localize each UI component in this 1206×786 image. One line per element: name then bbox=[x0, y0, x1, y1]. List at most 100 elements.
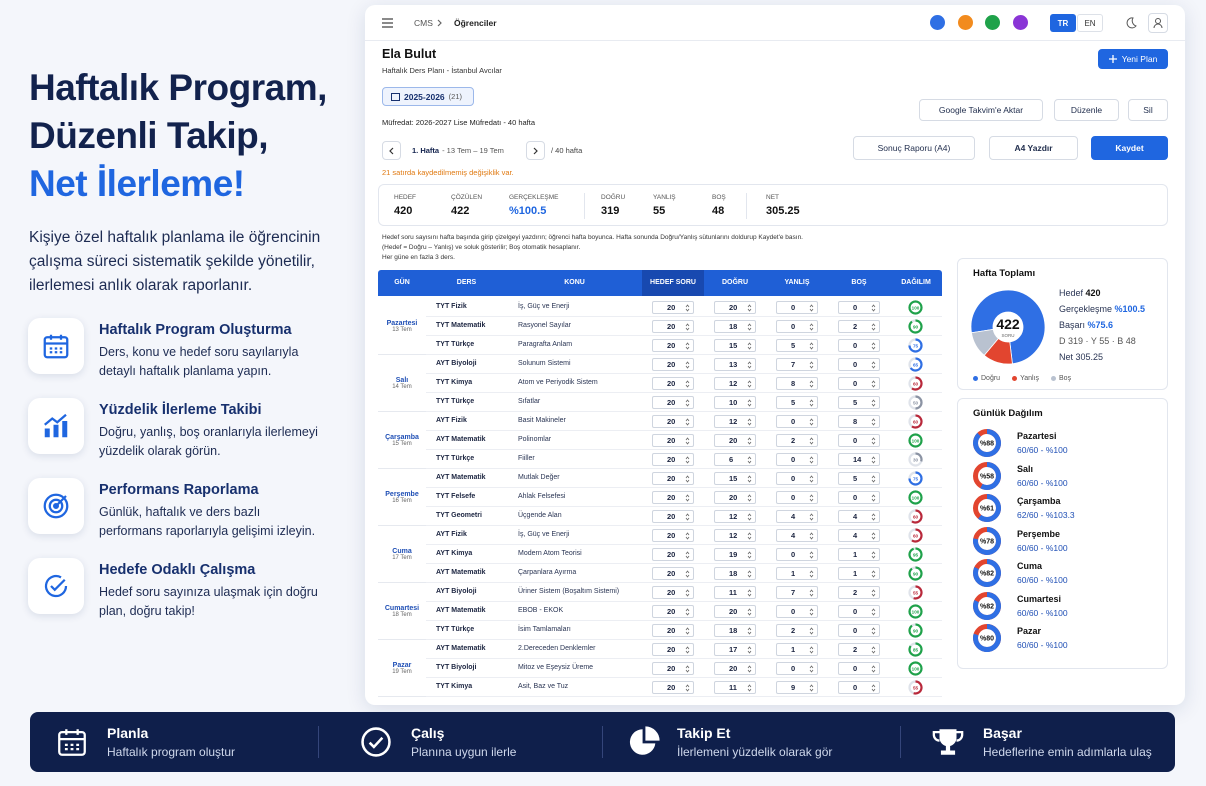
number-input[interactable]: 11 bbox=[714, 681, 756, 694]
number-input[interactable]: 20 bbox=[652, 453, 694, 466]
number-input[interactable]: 20 bbox=[714, 605, 756, 618]
number-input[interactable]: 2 bbox=[776, 624, 818, 637]
number-input[interactable]: 20 bbox=[652, 339, 694, 352]
number-input[interactable]: 20 bbox=[652, 624, 694, 637]
number-input[interactable]: 0 bbox=[838, 681, 880, 694]
number-input[interactable]: 5 bbox=[776, 396, 818, 409]
number-input[interactable]: 20 bbox=[714, 301, 756, 314]
theme-dot[interactable] bbox=[957, 15, 973, 30]
number-input[interactable]: 20 bbox=[714, 491, 756, 504]
number-input[interactable]: 20 bbox=[652, 377, 694, 390]
language-button[interactable]: TR bbox=[1050, 14, 1076, 32]
number-input[interactable]: 0 bbox=[776, 472, 818, 485]
number-input[interactable]: 20 bbox=[652, 567, 694, 580]
number-input[interactable]: 20 bbox=[652, 643, 694, 656]
number-input[interactable]: 6 bbox=[714, 453, 756, 466]
number-input[interactable]: 20 bbox=[652, 529, 694, 542]
number-input[interactable]: 2 bbox=[838, 320, 880, 333]
menu-icon[interactable] bbox=[382, 18, 393, 28]
number-input[interactable]: 0 bbox=[776, 491, 818, 504]
next-week[interactable] bbox=[526, 141, 545, 160]
number-input[interactable]: 20 bbox=[652, 491, 694, 504]
number-input[interactable]: 12 bbox=[714, 415, 756, 428]
action-button[interactable]: Google Takvim'e Aktar bbox=[919, 99, 1043, 121]
number-input[interactable]: 8 bbox=[776, 377, 818, 390]
number-input[interactable]: 17 bbox=[714, 643, 756, 656]
year-chip[interactable]: 2025-2026 (21) bbox=[382, 87, 474, 106]
number-input[interactable]: 20 bbox=[652, 472, 694, 485]
number-input[interactable]: 0 bbox=[776, 415, 818, 428]
number-input[interactable]: 0 bbox=[838, 377, 880, 390]
number-input[interactable]: 0 bbox=[776, 605, 818, 618]
number-input[interactable]: 10 bbox=[714, 396, 756, 409]
number-input[interactable]: 7 bbox=[776, 358, 818, 371]
number-input[interactable]: 20 bbox=[652, 301, 694, 314]
report-button[interactable]: Sonuç Raporu (A4) bbox=[853, 136, 975, 160]
number-input[interactable]: 0 bbox=[838, 491, 880, 504]
number-input[interactable]: 8 bbox=[838, 415, 880, 428]
number-input[interactable]: 15 bbox=[714, 472, 756, 485]
number-input[interactable]: 20 bbox=[652, 605, 694, 618]
number-input[interactable]: 1 bbox=[776, 643, 818, 656]
theme-toggle[interactable] bbox=[1124, 16, 1138, 30]
number-input[interactable]: 18 bbox=[714, 624, 756, 637]
number-input[interactable]: 20 bbox=[714, 662, 756, 675]
number-input[interactable]: 0 bbox=[838, 624, 880, 637]
number-input[interactable]: 20 bbox=[652, 320, 694, 333]
number-input[interactable]: 20 bbox=[714, 434, 756, 447]
number-input[interactable]: 0 bbox=[838, 662, 880, 675]
number-input[interactable]: 12 bbox=[714, 377, 756, 390]
number-input[interactable]: 7 bbox=[776, 586, 818, 599]
number-input[interactable]: 20 bbox=[652, 396, 694, 409]
number-input[interactable]: 0 bbox=[838, 358, 880, 371]
number-input[interactable]: 13 bbox=[714, 358, 756, 371]
number-input[interactable]: 2 bbox=[838, 586, 880, 599]
number-input[interactable]: 20 bbox=[652, 358, 694, 371]
theme-dot[interactable] bbox=[985, 15, 1000, 30]
action-button[interactable]: Düzenle bbox=[1054, 99, 1119, 121]
number-input[interactable]: 1 bbox=[838, 567, 880, 580]
number-input[interactable]: 5 bbox=[776, 339, 818, 352]
number-input[interactable]: 0 bbox=[838, 339, 880, 352]
number-input[interactable]: 20 bbox=[652, 415, 694, 428]
number-input[interactable]: 18 bbox=[714, 320, 756, 333]
number-input[interactable]: 1 bbox=[776, 567, 818, 580]
number-input[interactable]: 0 bbox=[838, 301, 880, 314]
theme-dot[interactable] bbox=[1012, 15, 1028, 30]
number-input[interactable]: 11 bbox=[714, 586, 756, 599]
theme-dot[interactable] bbox=[930, 15, 945, 30]
number-input[interactable]: 12 bbox=[714, 529, 756, 542]
language-button[interactable]: EN bbox=[1077, 14, 1103, 32]
number-input[interactable]: 0 bbox=[776, 662, 818, 675]
number-input[interactable]: 20 bbox=[652, 662, 694, 675]
number-input[interactable]: 0 bbox=[776, 453, 818, 466]
number-input[interactable]: 20 bbox=[652, 681, 694, 694]
user-button[interactable] bbox=[1148, 13, 1168, 33]
prev-week[interactable] bbox=[382, 141, 401, 160]
number-input[interactable]: 20 bbox=[652, 586, 694, 599]
week-selector[interactable]: 1. Hafta - 13 Tem – 19 Tem bbox=[407, 141, 520, 160]
number-input[interactable]: 4 bbox=[776, 529, 818, 542]
number-input[interactable]: 18 bbox=[714, 567, 756, 580]
number-input[interactable]: 2 bbox=[838, 643, 880, 656]
new-plan-button[interactable]: Yeni Plan bbox=[1098, 49, 1168, 69]
number-input[interactable]: 12 bbox=[714, 510, 756, 523]
number-input[interactable]: 5 bbox=[838, 396, 880, 409]
number-input[interactable]: 4 bbox=[776, 510, 818, 523]
number-input[interactable]: 15 bbox=[714, 339, 756, 352]
number-input[interactable]: 20 bbox=[652, 434, 694, 447]
number-input[interactable]: 20 bbox=[652, 510, 694, 523]
number-input[interactable]: 0 bbox=[838, 434, 880, 447]
number-input[interactable]: 5 bbox=[838, 472, 880, 485]
number-input[interactable]: 14 bbox=[838, 453, 880, 466]
number-input[interactable]: 0 bbox=[776, 548, 818, 561]
number-input[interactable]: 9 bbox=[776, 681, 818, 694]
number-input[interactable]: 4 bbox=[838, 529, 880, 542]
breadcrumb-root[interactable]: CMS bbox=[414, 18, 433, 28]
number-input[interactable]: 0 bbox=[776, 320, 818, 333]
action-button[interactable]: Sil bbox=[1128, 99, 1168, 121]
number-input[interactable]: 19 bbox=[714, 548, 756, 561]
number-input[interactable]: 20 bbox=[652, 548, 694, 561]
number-input[interactable]: 0 bbox=[838, 605, 880, 618]
number-input[interactable]: 1 bbox=[838, 548, 880, 561]
